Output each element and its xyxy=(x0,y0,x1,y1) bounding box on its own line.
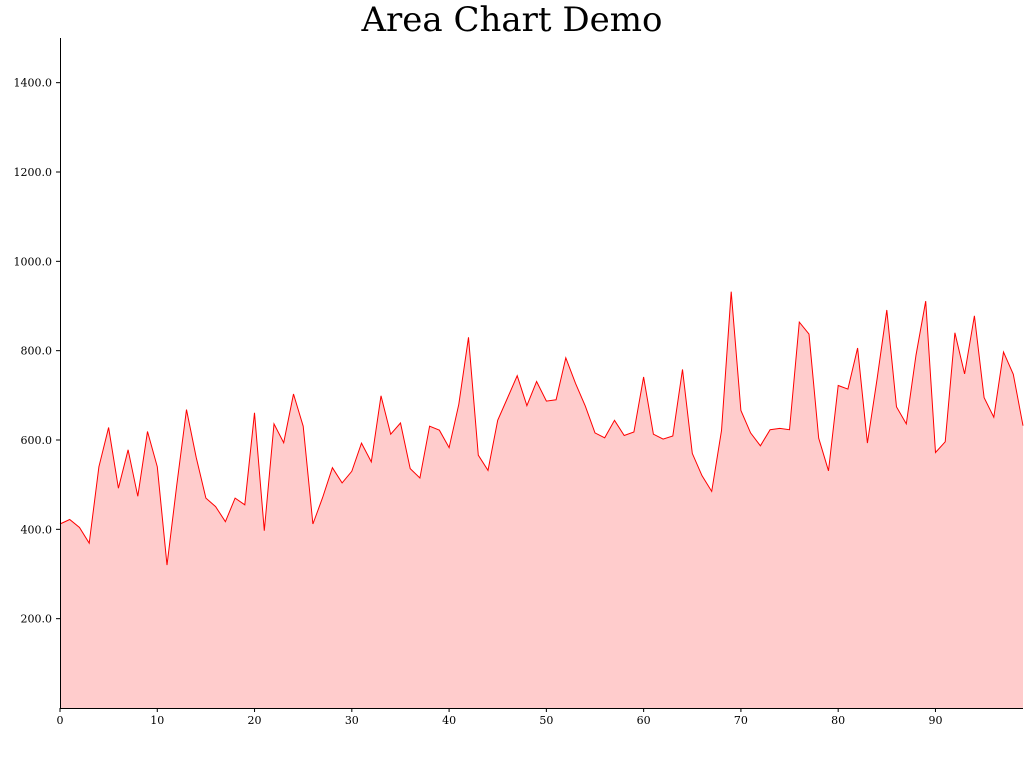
y-tick-label: 200.0 xyxy=(21,613,53,626)
x-tick-label: 20 xyxy=(248,714,262,727)
y-tick-label: 600.0 xyxy=(21,434,53,447)
x-tick-label: 50 xyxy=(539,714,553,727)
plot-area xyxy=(59,291,1024,708)
x-tick-label: 10 xyxy=(150,714,164,727)
series-line xyxy=(59,291,1024,566)
x-tick-label: 0 xyxy=(57,714,64,727)
x-tick-label: 60 xyxy=(637,714,651,727)
y-tick-label: 1400.0 xyxy=(14,77,53,90)
chart-title: Area Chart Demo xyxy=(361,0,663,40)
y-tick-label: 400.0 xyxy=(21,523,53,536)
x-tick-label: 30 xyxy=(345,714,359,727)
x-tick-label: 80 xyxy=(831,714,845,727)
x-tick-label: 90 xyxy=(928,714,942,727)
x-tick-label: 40 xyxy=(442,714,456,727)
y-tick-label: 800.0 xyxy=(21,345,53,358)
area-fill xyxy=(60,291,1023,708)
axes: 200.0 400.0 600.0 800.0 1000.0 1200.0 1400.0 0 1… xyxy=(14,38,1023,727)
y-tick-label: 1200.0 xyxy=(14,166,53,179)
x-tick-label: 70 xyxy=(734,714,748,727)
y-tick-label: 1000.0 xyxy=(14,255,53,268)
